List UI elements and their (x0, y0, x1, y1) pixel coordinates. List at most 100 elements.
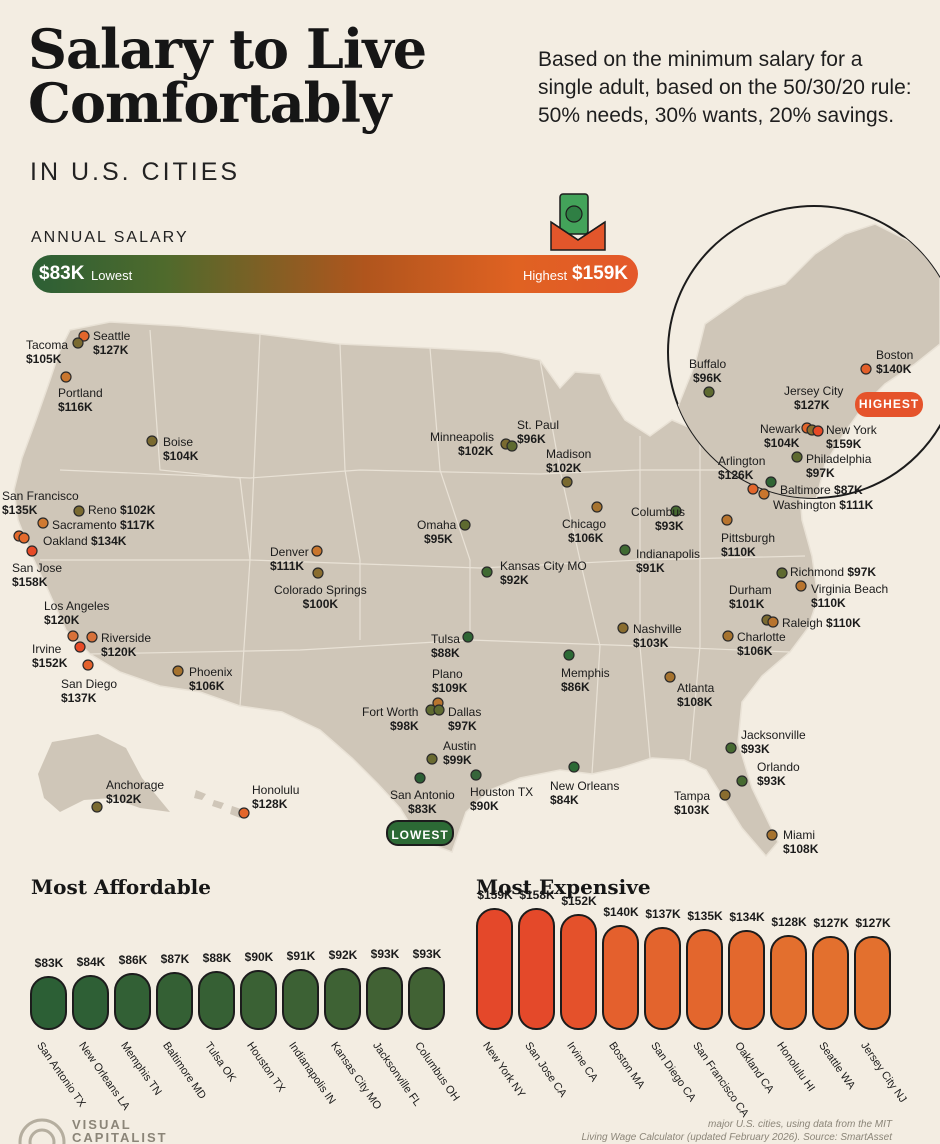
city-dot-irvine (74, 641, 86, 653)
city-dots-layer (13, 330, 872, 841)
expensive-bar (644, 927, 681, 1030)
northeast-inset-map (667, 205, 940, 499)
city-dot-chicago (591, 501, 603, 513)
city-label: Columbus $93K (631, 505, 686, 533)
city-dot-pittsburgh (721, 514, 733, 526)
affordable-bar-value: $92K (328, 948, 358, 962)
inset-city-label: Baltimore $87K (780, 483, 863, 497)
city-label: Atlanta $108K (677, 681, 715, 709)
city-label: San Jose $158K (12, 561, 63, 589)
city-dot-virginia-beach (795, 580, 807, 592)
city-label: Honolulu $128K (252, 783, 300, 811)
scale-high-text: Highest (523, 268, 568, 283)
city-label: Indianapolis $91K (636, 547, 701, 575)
city-label: Durham $101K (729, 583, 772, 611)
city-label: Raleigh $110K (782, 616, 861, 630)
city-dot-atlanta (664, 671, 676, 683)
expensive-bar (686, 929, 723, 1030)
affordable-bar-value: $84K (76, 955, 106, 969)
expensive-bar-value: $137K (645, 907, 681, 921)
city-dot-orlando (736, 775, 748, 787)
affordable-chart: $83K San Antonio TX $84K New Orleans LA $86K… (30, 947, 462, 1112)
city-dot-madison (561, 476, 573, 488)
expensive-bar (518, 908, 555, 1030)
city-dot-tulsa (462, 631, 474, 643)
city-label: Richmond $97K (790, 565, 877, 579)
affordable-bar (72, 975, 109, 1030)
lowest-badge: LOWEST (386, 820, 454, 846)
city-label: New Orleans $84K (550, 779, 620, 807)
affordable-bar (366, 967, 403, 1030)
city-label: Tacoma $105K (26, 338, 69, 366)
city-label: Chicago $106K (562, 517, 607, 545)
affordable-bar-value: $83K (34, 956, 64, 970)
city-label: Sacramento $117K (52, 518, 155, 532)
inset-city-label: Washington $111K (773, 498, 874, 512)
affordable-section-title: Most Affordable (31, 875, 211, 899)
inset-city-label: Newark $104K (760, 422, 801, 450)
inset-city-label: Philadelphia $97K (806, 452, 872, 480)
city-label: Irvine $152K (32, 642, 68, 670)
expensive-bar-label: Boston MA (606, 1040, 647, 1091)
city-label: San Diego $137K (61, 677, 118, 705)
city-dot-denver (311, 545, 323, 557)
city-label: Omaha $95K (417, 518, 457, 546)
inset-dot-buffalo (703, 386, 715, 398)
city-label: Tulsa $88K (431, 632, 460, 660)
inset-city-label: Buffalo $96K (689, 357, 727, 385)
affordable-bar-value: $93K (412, 947, 442, 961)
expensive-bar-value: $152K (561, 894, 597, 908)
affordable-bar (324, 968, 361, 1030)
expensive-bar-label: Jersey City NJ (858, 1040, 909, 1105)
city-label: St. Paul $96K (517, 418, 560, 446)
city-dot-dallas (433, 704, 445, 716)
expensive-bar-label: Oakland CA (732, 1040, 777, 1096)
money-envelope-icon (550, 193, 606, 251)
affordable-bar-value: $88K (202, 951, 232, 965)
city-dot-colorado-springs (312, 567, 324, 579)
affordable-bar-label: Memphis TN (118, 1040, 164, 1098)
brand-logo-text: VISUAL CAPITALIST (72, 1117, 168, 1144)
affordable-bar (30, 976, 67, 1030)
city-dot-austin (426, 753, 438, 765)
affordable-bar-value: $91K (286, 949, 316, 963)
city-dot-richmond (776, 567, 788, 579)
city-label: Austin $99K (443, 739, 477, 767)
city-label: Fort Worth $98K (362, 705, 419, 733)
affordable-bar (240, 970, 277, 1030)
city-dot-indianapolis (619, 544, 631, 556)
affordable-bar (198, 971, 235, 1030)
affordable-bar-label: Baltimore MD (160, 1040, 209, 1102)
expensive-bar-value: $158K (519, 888, 555, 902)
visual-capitalist-logo-icon (18, 1118, 66, 1144)
city-label: Reno $102K (88, 503, 156, 517)
city-dot-tampa (719, 789, 731, 801)
city-dot-raleigh (767, 616, 779, 628)
scale-low-text: Lowest (91, 268, 133, 283)
expensive-bar-label: Irvine CA (564, 1040, 600, 1084)
city-dot-houston (470, 769, 482, 781)
city-dot-reno (73, 505, 85, 517)
city-label: Phoenix $106K (189, 665, 233, 693)
affordable-bar-value: $87K (160, 952, 190, 966)
inset-dot-boston (860, 363, 872, 375)
expensive-bar-value: $135K (687, 909, 723, 923)
city-label: Orlando $93K (757, 760, 800, 788)
city-dot-new-orleans (568, 761, 580, 773)
expensive-bar-label: San Jose CA (522, 1040, 569, 1100)
page-title: Salary to Live Comfortably (28, 17, 427, 135)
city-label: Charlotte $106K (737, 630, 786, 658)
expensive-bar (602, 925, 639, 1030)
scale-label: ANNUAL SALARY (31, 229, 189, 246)
affordable-bar-value: $86K (118, 953, 148, 967)
contiguous-us-shape (13, 321, 823, 858)
affordable-bar (156, 972, 193, 1030)
expensive-chart: $159K New York NY $158K San Jose CA $152K Irv… (470, 0, 940, 1144)
inset-dot-arlington (747, 483, 759, 495)
city-label: Kansas City MO $92K (500, 559, 587, 587)
expensive-bar-value: $134K (729, 910, 765, 924)
city-label: Houston TX $90K (470, 785, 534, 813)
inset-city-label: New York $159K (826, 423, 877, 451)
city-label: Minneapolis $102K (430, 430, 495, 458)
